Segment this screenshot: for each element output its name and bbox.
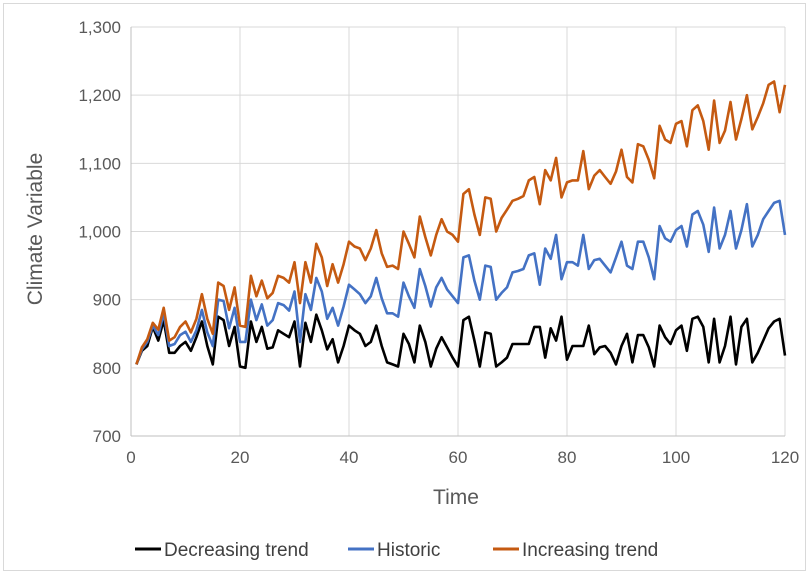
series-line-increasing-trend <box>135 80 787 365</box>
y-tick-label: 700 <box>93 427 121 446</box>
chart-frame: 700 800 900 1,000 1,100 1,200 1,300 0 20 40 60 80 10… <box>3 3 806 571</box>
tick-labels: 700 800 900 1,000 1,100 1,200 1,300 0 20 40 60 80 10… <box>78 18 799 467</box>
legend-item-historic: Historic <box>348 540 440 561</box>
legend-label: Historic <box>377 540 440 561</box>
legend-item-decreasing-trend: Decreasing trend <box>135 540 309 561</box>
x-tick-label: 20 <box>231 448 250 467</box>
legend-item-increasing-trend: Increasing trend <box>493 540 658 561</box>
axes <box>130 27 785 437</box>
series-lines <box>135 80 787 370</box>
y-tick-label: 1,100 <box>78 154 121 173</box>
gridlines <box>131 26 786 436</box>
legend-label: Increasing trend <box>522 540 658 561</box>
line-chart: 700 800 900 1,000 1,100 1,200 1,300 0 20 40 60 80 10… <box>24 18 799 561</box>
x-tick-label: 80 <box>558 448 577 467</box>
x-tick-label: 100 <box>662 448 690 467</box>
x-tick-label: 40 <box>340 448 359 467</box>
legend: Decreasing trend Historic Increasing trend <box>135 540 658 561</box>
series-line-historic <box>135 199 787 365</box>
y-tick-label: 900 <box>93 291 121 310</box>
x-axis-title: Time <box>433 486 479 509</box>
y-tick-label: 1,000 <box>78 223 121 242</box>
y-tick-label: 1,200 <box>78 86 121 105</box>
x-tick-label: 120 <box>771 448 799 467</box>
y-tick-label: 800 <box>93 359 121 378</box>
y-tick-label: 1,300 <box>78 18 121 37</box>
x-tick-label: 0 <box>126 448 135 467</box>
x-tick-label: 60 <box>449 448 468 467</box>
legend-label: Decreasing trend <box>164 540 309 561</box>
y-axis-title: Climate Variable <box>24 153 47 306</box>
series-line-decreasing-trend <box>135 313 787 370</box>
